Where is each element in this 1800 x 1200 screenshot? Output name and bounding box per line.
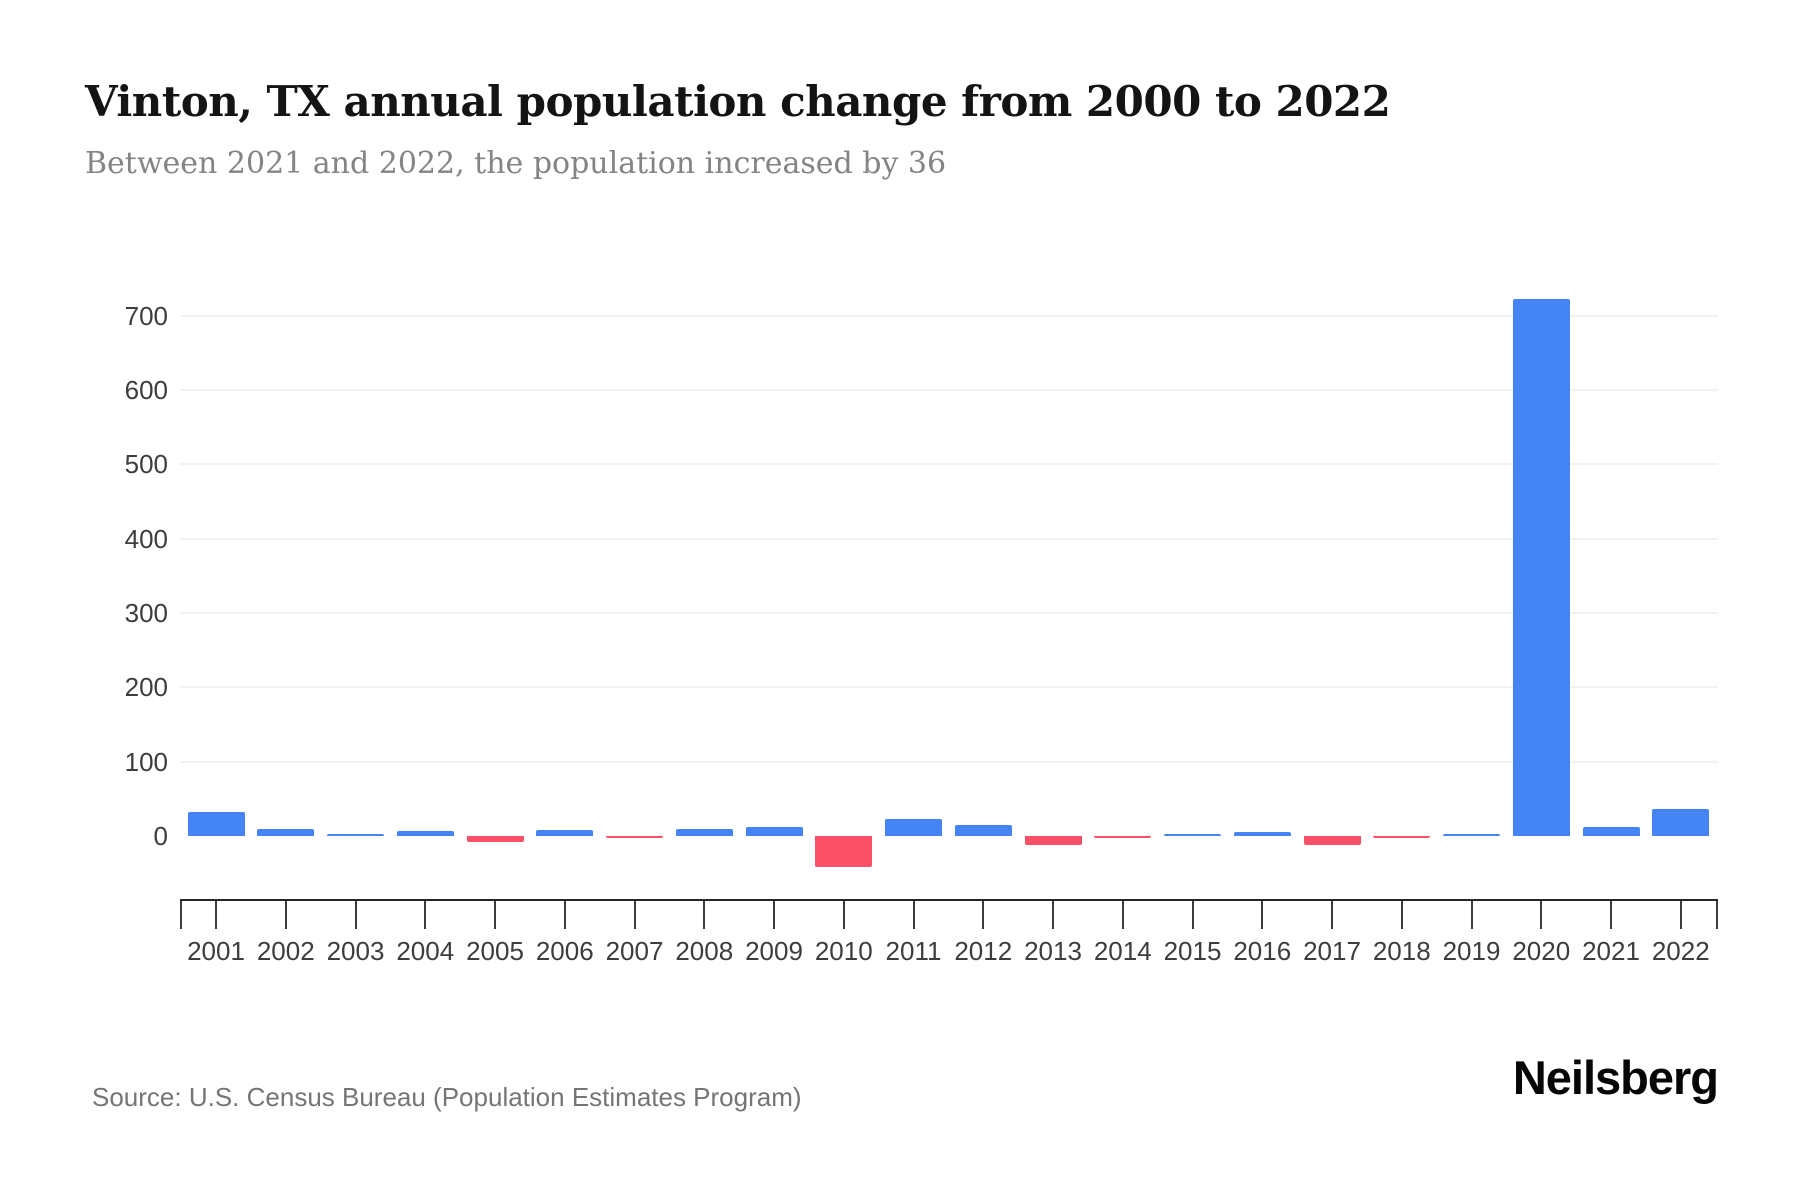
bar-2005[interactable] [466,836,524,842]
x-axis-label-2004: 2004 [396,936,455,966]
x-axis-label-2009: 2009 [745,936,803,966]
x-axis-tick [1610,901,1612,929]
x-axis-tick [1261,901,1264,929]
x-axis-tick [1470,901,1473,929]
gridline-600 [180,388,1718,391]
x-axis-label-2006: 2006 [535,936,594,966]
bar-2019[interactable] [1443,834,1500,836]
x-axis-endcap [1716,901,1718,929]
x-axis-label-2015: 2015 [1163,936,1222,966]
x-axis-tick [842,901,845,929]
x-axis-tick [215,901,217,929]
bar-2007[interactable] [606,836,663,839]
gridline-400 [180,537,1718,540]
chart-title: Vinton, TX annual population change from… [85,77,1391,127]
y-axis-label-100: 100 [124,746,168,777]
x-axis-tick [494,901,496,929]
x-axis-label-2019: 2019 [1442,936,1501,966]
bar-2010[interactable] [815,836,873,868]
x-axis-label-2021: 2021 [1582,936,1640,966]
bar-2022[interactable] [1652,809,1710,836]
bar-2009[interactable] [745,827,803,836]
x-axis-label-2010: 2010 [814,936,873,966]
x-axis-tick [703,901,706,929]
bar-2001[interactable] [187,812,245,836]
bar-2003[interactable] [327,833,384,836]
y-axis-label-400: 400 [124,523,168,554]
x-axis-label-2014: 2014 [1093,936,1152,966]
x-axis-label-2001: 2001 [187,936,245,966]
y-axis-label-700: 700 [124,300,168,331]
bar-2011[interactable] [885,818,942,836]
x-axis-label-2011: 2011 [885,936,942,966]
gridline-500 [180,463,1718,466]
chart-subtitle: Between 2021 and 2022, the population in… [85,146,947,181]
x-axis-tick [1052,901,1054,929]
x-axis-tick [424,901,427,929]
x-axis-tick [1400,901,1403,929]
x-axis-label-2013: 2013 [1024,936,1082,966]
bar-2002[interactable] [257,828,315,836]
x-axis-label-2007: 2007 [605,936,664,966]
x-axis-line [180,899,1718,901]
x-axis-label-2002: 2002 [256,936,315,966]
bar-2020[interactable] [1512,299,1570,836]
x-axis-label-2016: 2016 [1233,936,1292,966]
gridline-200 [180,686,1718,689]
x-axis-label-2022: 2022 [1651,936,1710,966]
y-axis-label-500: 500 [124,449,168,480]
bar-2013[interactable] [1024,836,1082,845]
x-axis-label-2017: 2017 [1303,936,1361,966]
bar-2016[interactable] [1233,832,1291,836]
x-axis-tick [354,901,357,929]
x-axis-label-2005: 2005 [466,936,524,966]
x-axis-tick [1331,901,1333,929]
x-axis-tick [563,901,566,929]
x-axis-tick [1679,901,1682,929]
gridline-700 [180,314,1718,317]
y-axis-label-600: 600 [124,374,168,405]
x-axis-label-2020: 2020 [1512,936,1571,966]
source-note: Source: U.S. Census Bureau (Population E… [92,1082,802,1112]
y-axis-label-300: 300 [124,597,168,628]
bar-2012[interactable] [954,824,1012,836]
x-axis-tick [1121,901,1124,929]
x-axis-label-2012: 2012 [954,936,1013,966]
x-axis-tick [773,901,775,929]
bar-2017[interactable] [1303,836,1361,845]
bar-2015[interactable] [1164,834,1221,836]
bar-2008[interactable] [675,828,733,836]
gridline-100 [180,760,1718,763]
bar-2006[interactable] [536,830,594,836]
x-axis-label-2008: 2008 [675,936,734,966]
y-axis-label-200: 200 [124,672,168,703]
bar-2018[interactable] [1373,836,1431,838]
bar-2004[interactable] [396,830,454,836]
y-axis-label-0: 0 [153,821,168,851]
x-axis-tick [1540,901,1543,929]
x-axis-tick [633,901,636,929]
bar-2021[interactable] [1582,827,1640,836]
brand-logo: Neilsberg [1512,1051,1719,1104]
x-axis-label-2018: 2018 [1372,936,1431,966]
x-axis-tick [1191,901,1194,929]
x-axis-tick [912,901,915,929]
x-axis-label-2003: 2003 [326,936,385,966]
x-axis-tick [284,901,287,929]
bar-2014[interactable] [1094,836,1152,839]
gridline-300 [180,611,1718,614]
x-axis-tick [982,901,985,929]
x-axis-endcap [180,901,182,929]
